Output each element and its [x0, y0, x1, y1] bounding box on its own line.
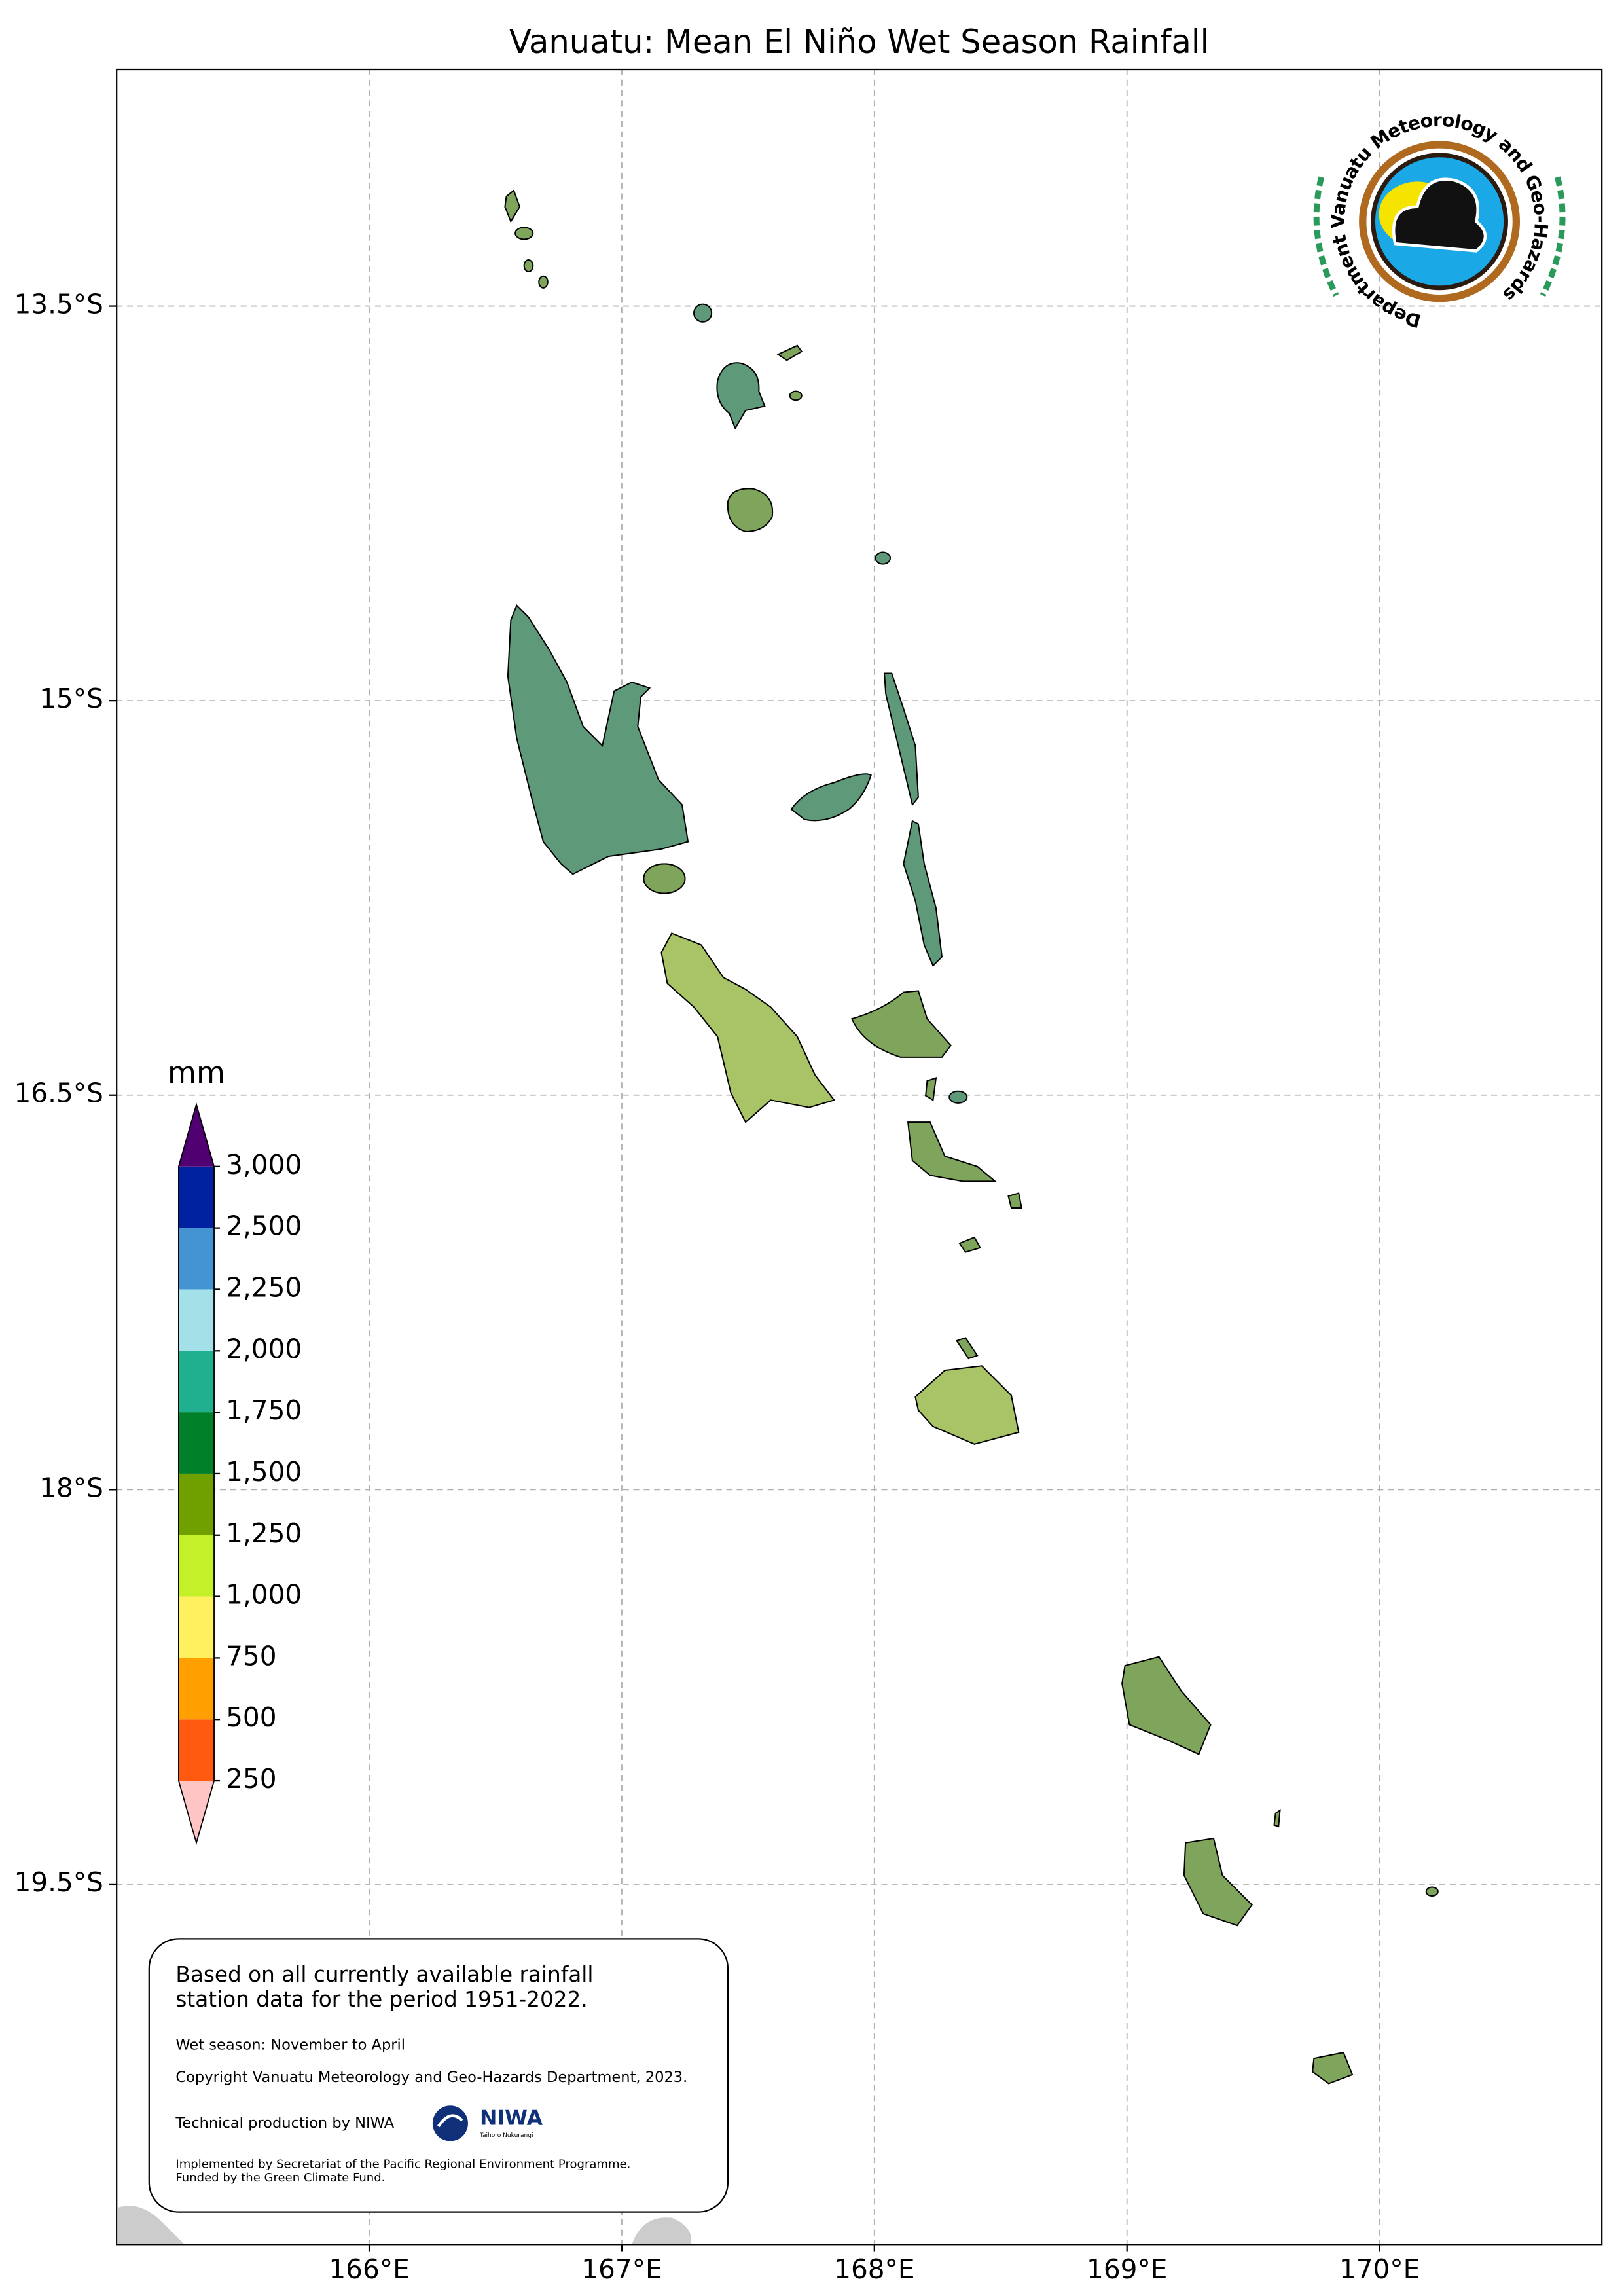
colorbar-band: [178, 1228, 215, 1290]
island: [789, 390, 803, 401]
colorbar-band: [178, 1289, 215, 1351]
island: [507, 604, 689, 875]
island: [693, 303, 713, 323]
island: [504, 189, 521, 223]
colorbar-band: [178, 1596, 215, 1658]
colorbar-band: [178, 1719, 215, 1781]
info-text: Implemented by Secretariat of the Pacifi…: [175, 2157, 630, 2171]
island: [1007, 1192, 1023, 1209]
colorbar-band: [178, 1351, 215, 1413]
colorbar-label: 750: [226, 1640, 276, 1671]
colorbar-band: [178, 1658, 215, 1720]
info-text: Copyright Vanuatu Meteorology and Geo-Ha…: [175, 2069, 687, 2086]
island: [907, 1121, 997, 1182]
island: [1312, 2051, 1354, 2085]
colorbar-unit: mm: [168, 1055, 225, 1090]
colorbar-band: [178, 1412, 215, 1474]
island: [776, 344, 803, 361]
colorbar-label: 250: [226, 1763, 276, 1795]
land-edge: [118, 2206, 185, 2245]
island: [643, 863, 686, 894]
island: [523, 259, 534, 273]
info-text: Wet season: November to April: [175, 2036, 405, 2053]
y-tick-label: 15°S: [39, 683, 103, 714]
colorbar-label: 1,750: [226, 1394, 302, 1426]
info-text: Funded by the Green Climate Fund.: [175, 2171, 385, 2185]
colorbar: mm 250 500 750 1,000 1,250 1,500 1,750 2,000 2,2…: [168, 1055, 302, 1846]
island: [1183, 1837, 1253, 1927]
niwa-logo-mark: [432, 2105, 468, 2141]
island: [903, 820, 943, 967]
y-tick-label: 19.5°S: [14, 1867, 103, 1898]
island: [790, 773, 872, 822]
island: [948, 1090, 968, 1104]
niwa-logo-text: NIWA: [480, 2107, 543, 2130]
colorbar-label: 2,500: [226, 1211, 302, 1242]
x-tick-label: 167°E: [581, 2253, 662, 2285]
colorbar-label: 3,000: [226, 1149, 302, 1180]
colorbar-band: [178, 1535, 215, 1597]
colorbar-extend-low: [178, 1781, 215, 1843]
island: [925, 1077, 937, 1101]
logo-laurel: [1313, 176, 1566, 297]
colorbar-label: 1,250: [226, 1518, 302, 1549]
vmgd-logo: Department Vanuatu Meteorology and Geo-H…: [1313, 109, 1566, 332]
info-text: Based on all currently available rainfal…: [175, 1962, 593, 1987]
map-frame: [116, 68, 1603, 2246]
info-box-frame: [148, 1938, 729, 2213]
island: [716, 362, 766, 430]
colorbar-band: [178, 1473, 215, 1535]
island: [1425, 1886, 1439, 1897]
island: [914, 1365, 1020, 1445]
map-title: Vanuatu: Mean El Niño Wet Season Rainfal…: [509, 23, 1210, 61]
island: [538, 275, 549, 289]
land: [118, 189, 1439, 2245]
island: [1273, 1809, 1281, 1828]
island: [850, 990, 952, 1058]
info-text: Technical production by NIWA: [175, 2115, 394, 2132]
logo-cloud: [1392, 177, 1487, 253]
info-box: Based on all currently available rainfal…: [148, 1938, 729, 2213]
colorbar-label: 1,000: [226, 1579, 302, 1611]
grid: [117, 69, 1602, 2245]
colorbar-extend-high: [178, 1104, 215, 1167]
niwa-logo-subtext: Taihoro Nukurangi: [479, 2132, 533, 2139]
y-tick-label: 16.5°S: [14, 1078, 103, 1109]
island: [883, 672, 919, 807]
x-tick-label: 169°E: [1087, 2253, 1167, 2285]
y-tick-label: 13.5°S: [14, 289, 103, 320]
x-tick-label: 168°E: [834, 2253, 914, 2285]
x-tick-label: 170°E: [1339, 2253, 1420, 2285]
colorbar-label: 2,250: [226, 1271, 302, 1303]
land-edge: [632, 2217, 692, 2245]
island: [660, 932, 836, 1123]
island: [1121, 1656, 1212, 1755]
island: [875, 551, 892, 565]
island: [514, 227, 534, 240]
y-tick-label: 18°S: [39, 1472, 103, 1503]
colorbar-label: 500: [226, 1702, 276, 1733]
island: [958, 1236, 982, 1253]
island: [955, 1337, 979, 1360]
colorbar-label: 2,000: [226, 1333, 302, 1364]
colorbar-label: 1,500: [226, 1456, 302, 1487]
x-tick-label: 166°E: [329, 2253, 409, 2285]
colorbar-band: [178, 1166, 215, 1228]
island: [727, 488, 774, 532]
niwa-logo-wave: [437, 2114, 463, 2128]
info-text: station data for the period 1951-2022.: [175, 1987, 587, 2012]
